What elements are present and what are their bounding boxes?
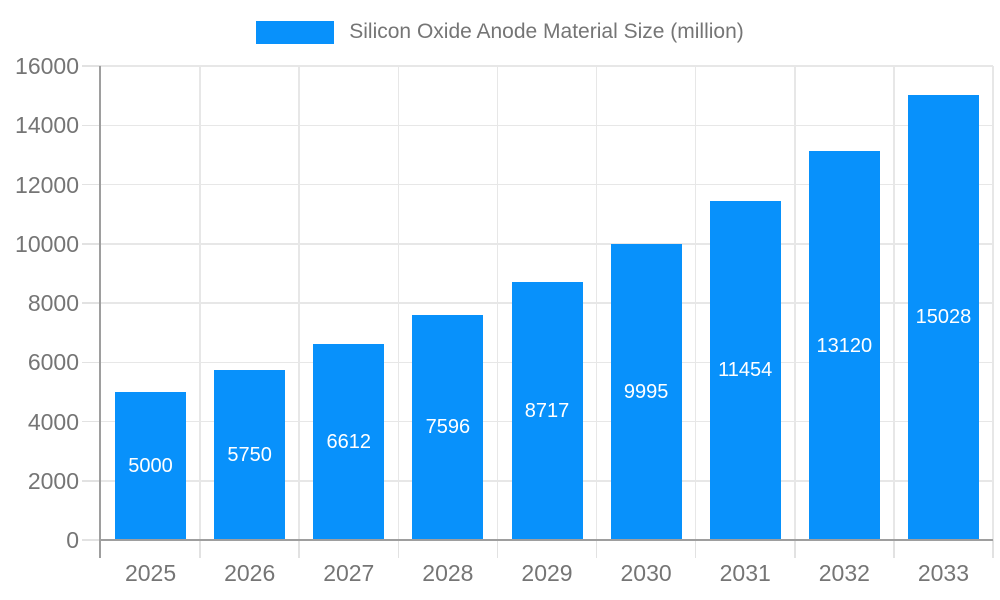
bar-value-label: 15028 bbox=[915, 306, 972, 329]
x-tick-mark bbox=[893, 540, 895, 558]
bar-value-label: 9995 bbox=[623, 380, 669, 403]
x-tick-mark bbox=[298, 540, 300, 558]
y-tick-mark bbox=[82, 183, 101, 186]
bar-value-label: 13120 bbox=[816, 334, 873, 357]
legend: Silicon Oxide Anode Material Size (milli… bbox=[0, 18, 1000, 46]
bar-2028 bbox=[412, 314, 484, 540]
gridline-h bbox=[101, 65, 993, 67]
legend-label: Silicon Oxide Anode Material Size (milli… bbox=[349, 20, 744, 43]
bar-2030 bbox=[610, 243, 682, 540]
x-axis-label: 2031 bbox=[719, 560, 771, 586]
y-tick-mark bbox=[82, 124, 101, 126]
y-tick-mark bbox=[82, 420, 101, 423]
y-axis-label: 6000 bbox=[27, 349, 79, 376]
y-axis-label: 8000 bbox=[27, 290, 79, 316]
x-axis-label: 2032 bbox=[818, 560, 870, 586]
bar-2033 bbox=[907, 94, 979, 540]
x-tick-mark bbox=[199, 540, 201, 558]
gridline-v bbox=[298, 66, 300, 540]
bar-2027 bbox=[313, 344, 385, 540]
x-axis-label: 2029 bbox=[521, 560, 573, 586]
gridline-v bbox=[694, 66, 697, 540]
bar-value-label: 5000 bbox=[128, 454, 173, 477]
bar-value-label: 7596 bbox=[425, 416, 471, 439]
bar-2032 bbox=[808, 151, 880, 540]
x-tick-mark bbox=[694, 540, 697, 558]
x-tick-mark bbox=[992, 540, 994, 558]
legend-swatch bbox=[256, 20, 335, 44]
y-axis-label: 2000 bbox=[27, 467, 79, 494]
x-axis-label: 2027 bbox=[323, 560, 375, 586]
bar-2025 bbox=[115, 391, 187, 540]
bar-value-label: 6612 bbox=[326, 431, 372, 454]
gridline-h bbox=[101, 124, 993, 126]
y-tick-mark bbox=[82, 243, 101, 245]
y-axis-label: 16000 bbox=[15, 53, 79, 79]
gridline-v bbox=[893, 66, 895, 540]
y-axis-label: 10000 bbox=[15, 230, 79, 257]
bar-2026 bbox=[214, 369, 286, 540]
y-axis-label: 12000 bbox=[15, 171, 79, 198]
x-axis-label: 2033 bbox=[917, 560, 970, 586]
y-tick-mark bbox=[82, 361, 101, 363]
gridline-v bbox=[595, 66, 598, 540]
y-tick-mark bbox=[82, 65, 101, 67]
y-axis-label: 14000 bbox=[15, 112, 79, 139]
bar-2031 bbox=[709, 200, 781, 540]
x-axis-line bbox=[101, 539, 993, 541]
x-tick-mark bbox=[397, 540, 400, 558]
y-tick-mark bbox=[82, 539, 101, 541]
gridline-v bbox=[794, 66, 796, 540]
y-tick-mark bbox=[82, 480, 101, 482]
x-tick-mark bbox=[794, 540, 796, 558]
gridline-v bbox=[496, 66, 499, 540]
x-axis-label: 2025 bbox=[124, 560, 177, 586]
x-tick-mark bbox=[496, 540, 499, 558]
y-axis-label: 4000 bbox=[27, 408, 79, 435]
y-tick-mark bbox=[82, 302, 101, 304]
bar-value-label: 5750 bbox=[227, 443, 272, 466]
x-axis-label: 2030 bbox=[620, 560, 672, 586]
y-axis-line bbox=[99, 66, 101, 558]
x-axis-label: 2028 bbox=[422, 560, 474, 586]
bar-2029 bbox=[511, 281, 583, 540]
gridline-v bbox=[992, 66, 994, 540]
bar-value-label: 11454 bbox=[718, 359, 773, 382]
gridline-v bbox=[199, 66, 201, 540]
x-tick-mark bbox=[595, 540, 598, 558]
y-axis-label: 0 bbox=[66, 527, 79, 553]
x-axis-label: 2026 bbox=[224, 560, 276, 586]
gridline-v bbox=[397, 66, 400, 540]
bar-value-label: 8717 bbox=[524, 399, 570, 422]
gridline-h bbox=[101, 243, 993, 245]
gridline-h bbox=[101, 183, 993, 186]
